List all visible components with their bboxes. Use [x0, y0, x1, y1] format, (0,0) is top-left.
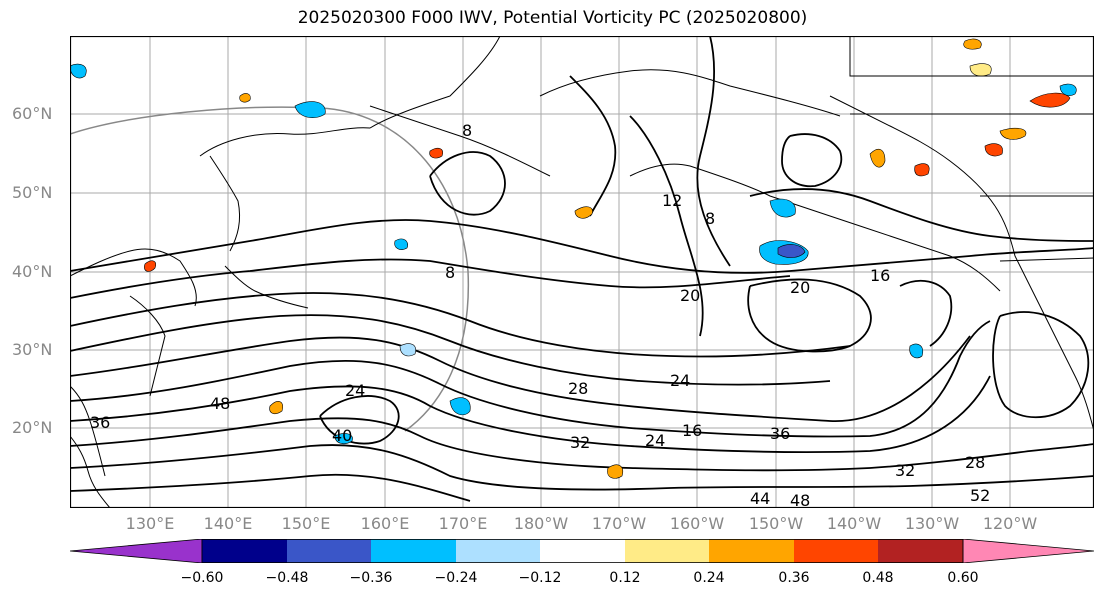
- colorbar-tick-label: −0.12: [518, 570, 562, 586]
- colorbar-frame: [201, 539, 964, 563]
- colorbar-tick-label: 0.24: [693, 570, 725, 586]
- colorbar-segment: [202, 539, 287, 563]
- contour-label: 48: [790, 491, 810, 508]
- pv-negative-shading: [70, 63, 1077, 445]
- pv-positive-shading: [144, 38, 1071, 479]
- iwv-contours: [70, 36, 1094, 502]
- contour-label: 28: [568, 379, 588, 398]
- contour-label: 36: [770, 424, 790, 443]
- lon-label: 130°E: [125, 514, 175, 533]
- colorbar-tick-label: −0.60: [180, 570, 224, 586]
- contour-label: 52: [970, 486, 990, 505]
- lon-label: 150°E: [281, 514, 331, 533]
- contour-label: 32: [895, 461, 915, 480]
- lat-label: 60°N: [12, 104, 53, 123]
- contour-label: 12: [662, 191, 682, 210]
- contour-label: 8: [462, 121, 472, 140]
- colorbar-tick-label: 0.60: [947, 570, 979, 586]
- lon-label: 120°W: [982, 514, 1038, 533]
- map-title: 2025020300 F000 IWV, Potential Vorticity…: [297, 8, 808, 28]
- colorbar-tick-label: 0.12: [609, 570, 641, 586]
- colorbar-segment: [287, 539, 371, 563]
- lat-label: 50°N: [12, 183, 53, 202]
- map-area: 8 8 8 12 16 16 20 20 24 24 24 28 28 32 3…: [70, 36, 1094, 508]
- lat-label: 30°N: [12, 340, 53, 359]
- contour-label: 20: [680, 286, 700, 305]
- lon-label: 160°W: [669, 514, 725, 533]
- colorbar-segment: [540, 539, 625, 563]
- colorbar-segment: [962, 539, 1094, 563]
- contour-label: 20: [790, 278, 810, 297]
- colorbar-tick-label: −0.36: [349, 570, 393, 586]
- contour-label: 8: [445, 263, 455, 282]
- contour-labels: 8 8 8 12 16 16 20 20 24 24 24 28 28 32 3…: [90, 121, 990, 508]
- contour-label: 36: [90, 413, 110, 432]
- colorbar-tick-label: −0.24: [434, 570, 478, 586]
- colorbar-segment: [878, 539, 963, 563]
- map-canvas: 8 8 8 12 16 16 20 20 24 24 24 28 28 32 3…: [70, 36, 1094, 508]
- colorbar-segment: [794, 539, 878, 563]
- lon-label: 130°W: [904, 514, 960, 533]
- colorbar-segment: [371, 539, 456, 563]
- reference-circle: [70, 106, 470, 432]
- contour-label: 24: [645, 431, 665, 450]
- colorbar: [70, 539, 1094, 563]
- contour-label: 24: [670, 371, 690, 390]
- lon-label: 140°W: [826, 514, 882, 533]
- lon-label: 170°E: [438, 514, 488, 533]
- contour-label: 44: [750, 489, 770, 508]
- colorbar-segment: [709, 539, 794, 563]
- colorbar-segment: [456, 539, 540, 563]
- lon-label: 150°W: [748, 514, 804, 533]
- lat-label: 20°N: [12, 418, 53, 437]
- contour-label: 28: [965, 453, 985, 472]
- map-frame: [70, 36, 1094, 508]
- lon-label: 170°W: [591, 514, 647, 533]
- lat-label: 40°N: [12, 262, 53, 281]
- contour-label: 16: [682, 421, 702, 440]
- contour-label: 8: [705, 209, 715, 228]
- colorbar-tick-label: 0.36: [778, 570, 810, 586]
- contour-label: 24: [345, 381, 365, 400]
- contour-label: 32: [570, 433, 590, 452]
- lon-label: 140°E: [203, 514, 253, 533]
- colorbar-tick-label: −0.48: [265, 570, 309, 586]
- colorbar-tick-label: 0.48: [862, 570, 894, 586]
- colorbar-segment: [625, 539, 709, 563]
- contour-label: 16: [870, 266, 890, 285]
- lon-label: 180°W: [513, 514, 569, 533]
- contour-label: 40: [332, 426, 352, 445]
- lon-label: 160°E: [360, 514, 410, 533]
- contour-label: 48: [210, 394, 230, 413]
- colorbar-segment: [70, 539, 203, 563]
